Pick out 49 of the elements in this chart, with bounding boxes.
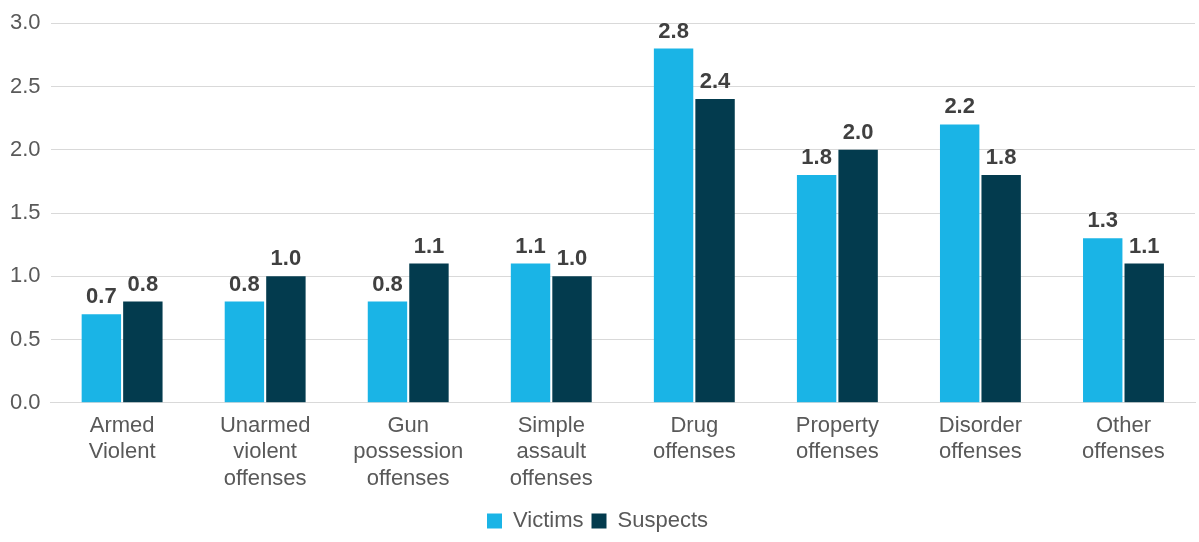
y-tick-label: 1.5 [9,199,41,225]
y-tick-label: 0.5 [9,325,41,351]
bar [510,263,551,403]
bar [695,99,735,403]
bar [552,276,592,403]
bar [123,301,163,403]
data-label: 1.1 [413,232,445,258]
y-tick-label: 2.0 [9,135,41,161]
x-tick-label: Armed Violent [88,412,156,464]
bar [224,301,265,403]
data-label: 1.0 [556,245,588,271]
bar [81,314,122,403]
bar [796,175,837,403]
bar [1083,238,1123,403]
bar [653,48,694,403]
legend-label: Suspects [617,507,708,533]
x-tick-label: Other offenses [1082,412,1165,464]
data-label: 0.8 [229,270,260,296]
bar [367,301,408,403]
data-label: 1.1 [515,232,546,258]
data-label: 1.0 [270,245,302,271]
bar [838,149,878,403]
bar [1124,263,1164,403]
data-label: 2.0 [842,118,874,144]
x-tick-label: Simple assault offenses [509,412,593,490]
x-tick-label: Gun possession offenses [353,412,464,490]
data-label: 0.8 [372,270,403,296]
data-label: 1.8 [985,144,1017,170]
y-tick-label: 3.0 [9,9,41,35]
x-tick-label: Property offenses [795,412,879,464]
data-label: 2.4 [699,68,732,94]
data-label: 1.1 [1128,232,1160,258]
x-tick-label: Unarmed violent offenses [219,412,311,490]
y-tick-label: 2.5 [9,72,41,98]
bar [939,124,980,403]
bar [981,175,1021,403]
data-label: 2.8 [658,17,689,43]
data-label: 1.8 [801,144,832,170]
data-label: 2.2 [944,93,975,119]
y-tick-label: 1.0 [9,262,41,288]
bar [266,276,306,403]
x-tick-label: Disorder offenses [938,412,1022,464]
x-tick-label: Drug offenses [652,412,736,464]
data-label: 1.3 [1087,207,1119,233]
legend-label: Victims [513,507,584,533]
data-label: 0.7 [86,283,117,309]
bar [409,263,449,403]
y-tick-label: 0.0 [9,388,41,414]
data-label: 0.8 [127,270,159,296]
